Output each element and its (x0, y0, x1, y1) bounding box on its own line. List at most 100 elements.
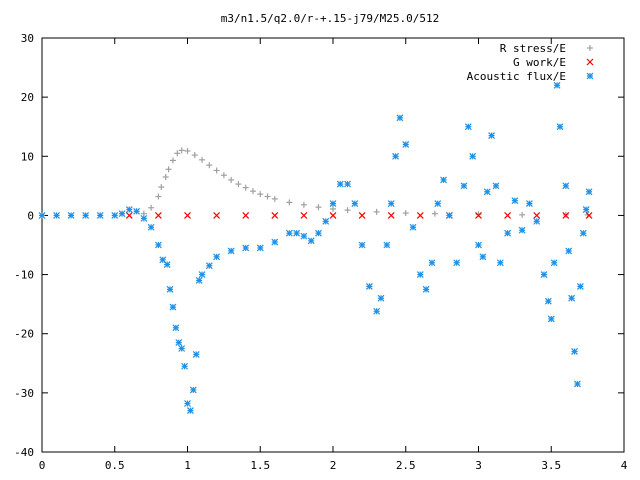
data-point (565, 247, 573, 255)
data-point (469, 152, 477, 160)
data-point (518, 226, 526, 234)
data-point (195, 277, 203, 284)
data-point (53, 212, 60, 219)
y-tick-label: -40 (14, 446, 34, 459)
series-0 (140, 147, 591, 218)
data-point (460, 182, 468, 190)
data-point (336, 180, 344, 188)
data-point (271, 195, 278, 202)
data-point (504, 229, 512, 237)
data-point (402, 210, 409, 217)
data-point (479, 253, 487, 261)
data-point (178, 345, 186, 352)
data-point (111, 212, 119, 219)
data-point (242, 244, 250, 252)
data-point (533, 217, 541, 225)
data-point (550, 259, 558, 267)
data-point (387, 200, 395, 208)
y-tick-label: 30 (21, 32, 34, 45)
data-point (178, 147, 185, 154)
y-tick-label: 10 (21, 150, 34, 163)
legend-marker-glyph (587, 45, 593, 51)
data-point (286, 199, 293, 206)
data-point (358, 212, 366, 219)
data-point (162, 173, 169, 180)
legend-marker-g-work (586, 58, 594, 66)
data-point (174, 150, 181, 157)
data-point (492, 182, 500, 190)
x-tick-label: 2.5 (396, 459, 416, 472)
data-point (300, 212, 308, 219)
data-point (496, 259, 504, 267)
data-point (571, 348, 578, 355)
data-point (242, 184, 249, 191)
data-point (547, 315, 555, 323)
data-point (330, 205, 336, 212)
y-tick-label: -20 (14, 328, 34, 341)
data-point (264, 193, 271, 200)
legend-marker-acoustic-flux (586, 72, 594, 80)
data-point (82, 212, 90, 219)
x-tick-label: 4 (621, 459, 628, 472)
data-point (285, 229, 293, 237)
data-point (358, 241, 366, 249)
data-point (422, 285, 430, 293)
data-point (271, 238, 279, 246)
data-point (227, 247, 235, 255)
data-point (574, 380, 581, 388)
chart-title: m3/n1.5/q2.0/r-+.15-j79/M25.0/512 (221, 12, 440, 25)
data-point (315, 204, 322, 211)
series-1 (125, 212, 593, 219)
legend: R stress/E G work/E Acoustic flux/E (467, 42, 594, 83)
legend-label-r-stress: R stress/E (500, 42, 566, 55)
data-point (228, 176, 235, 183)
data-point (519, 211, 526, 218)
data-point (402, 141, 410, 148)
data-point (562, 212, 570, 219)
data-point (329, 212, 337, 219)
data-point (396, 114, 404, 122)
data-point (315, 229, 322, 237)
data-point (488, 132, 496, 140)
data-point (544, 297, 552, 305)
data-point (540, 271, 548, 278)
data-series-layer (38, 81, 593, 415)
data-point (125, 212, 133, 219)
data-point (175, 339, 183, 347)
legend-marker-glyph (586, 72, 594, 80)
data-point (431, 210, 438, 217)
y-axis: 30 20 10 0 -10 -20 -30 -40 (14, 32, 624, 459)
data-point (322, 217, 330, 225)
data-point (453, 259, 461, 267)
data-point (553, 81, 561, 89)
y-tick-label: 0 (27, 209, 34, 222)
x-tick-label: 1.5 (250, 459, 270, 472)
x-tick-label: 0.5 (105, 459, 125, 472)
data-point (271, 212, 279, 219)
data-point (249, 188, 256, 195)
data-point (428, 259, 436, 267)
data-point (351, 200, 359, 208)
data-point (256, 244, 264, 252)
data-point (257, 191, 264, 198)
x-tick-label: 2 (330, 459, 337, 472)
x-tick-label: 3.5 (541, 459, 561, 472)
data-point (377, 294, 385, 302)
data-point (181, 362, 189, 370)
data-point (293, 229, 301, 237)
data-point (191, 152, 198, 159)
data-point (387, 212, 395, 219)
data-point (392, 152, 399, 160)
legend-label-acoustic-flux: Acoustic flux/E (467, 70, 566, 83)
data-point (38, 212, 46, 219)
data-point (242, 212, 250, 219)
data-point (416, 271, 424, 278)
data-point (213, 253, 221, 261)
y-tick-label: 20 (21, 91, 34, 104)
data-point (184, 212, 191, 219)
data-point (526, 200, 533, 208)
data-point (147, 223, 155, 231)
data-point (464, 123, 472, 131)
data-point (373, 208, 380, 215)
y-tick-label: -30 (14, 387, 34, 400)
